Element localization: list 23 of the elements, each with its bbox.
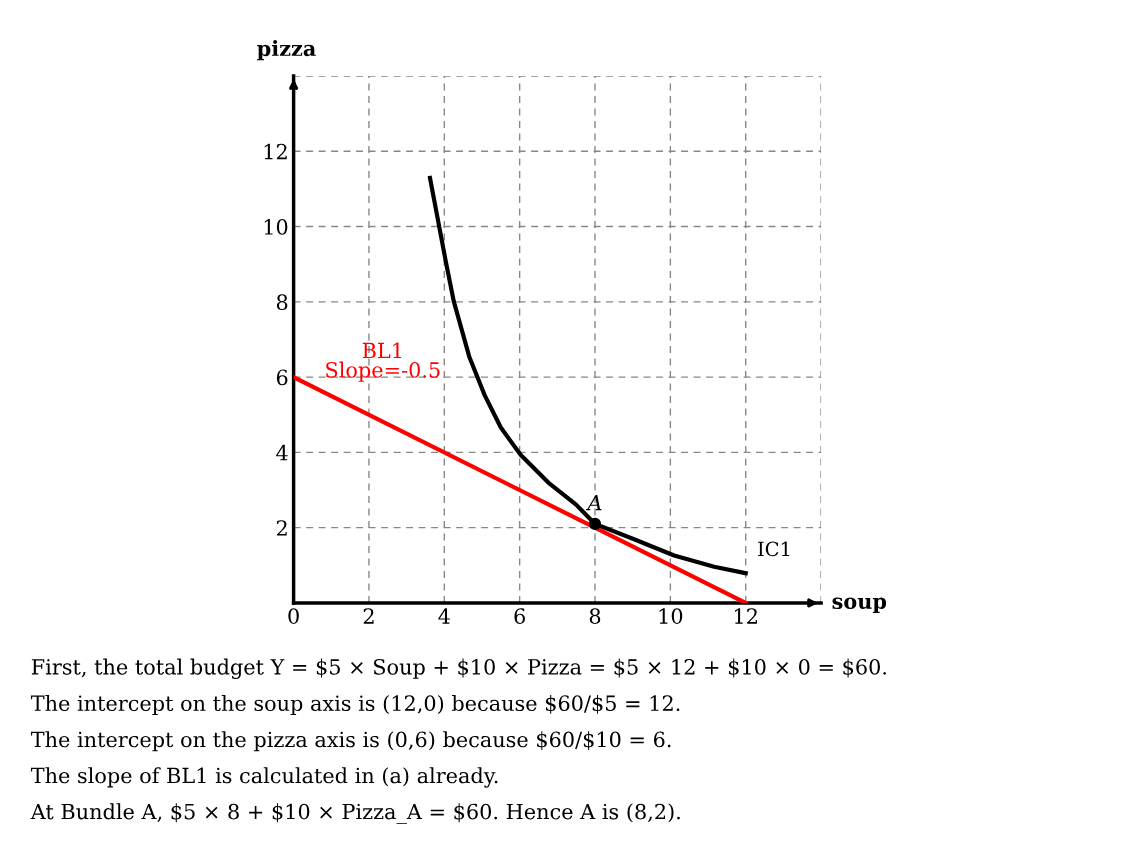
x-tick-label: 8 (589, 608, 601, 624)
text: The intercept on the pizza axis is (0,6) because $60/$10 = 6. (30, 731, 671, 752)
x-tick-label: 12 (735, 608, 757, 624)
text: The slope of BL1 is calculated in (a) already. (30, 767, 498, 788)
text: First, the total budget Y = $5 × Soup + $10 × Pizza = $5 × 12 + $10 × 0 = $60. (31, 658, 887, 680)
x-axis-title: soup (832, 597, 887, 614)
annotation: BL1 Slope=-0.5 (326, 342, 440, 382)
y-tick-label: 4 (276, 444, 288, 461)
series-label: IC1 (758, 541, 790, 557)
y-tick-label: 12 (264, 143, 287, 160)
x-tick-label: 4 (438, 608, 450, 624)
annotation: A (585, 494, 602, 511)
y-tick-label: 2 (276, 520, 287, 536)
text: The intercept on the soup axis is (12,0) because $60/$5 = 12. (30, 694, 680, 716)
text: At Bundle A, $5 × 8 + $10 × Pizza_A = $60. Hence A is (8,2). (30, 803, 680, 825)
y-axis-title: pizza (257, 40, 316, 61)
y-tick-label: 10 (264, 219, 288, 235)
x-tick-label: 6 (514, 608, 525, 624)
x-tick-label: 2 (363, 608, 374, 624)
x-tick-label: 0 (288, 608, 299, 624)
y-tick-label: 6 (276, 369, 288, 386)
y-tick-label: 8 (276, 294, 288, 311)
x-tick-label: 10 (659, 608, 683, 624)
